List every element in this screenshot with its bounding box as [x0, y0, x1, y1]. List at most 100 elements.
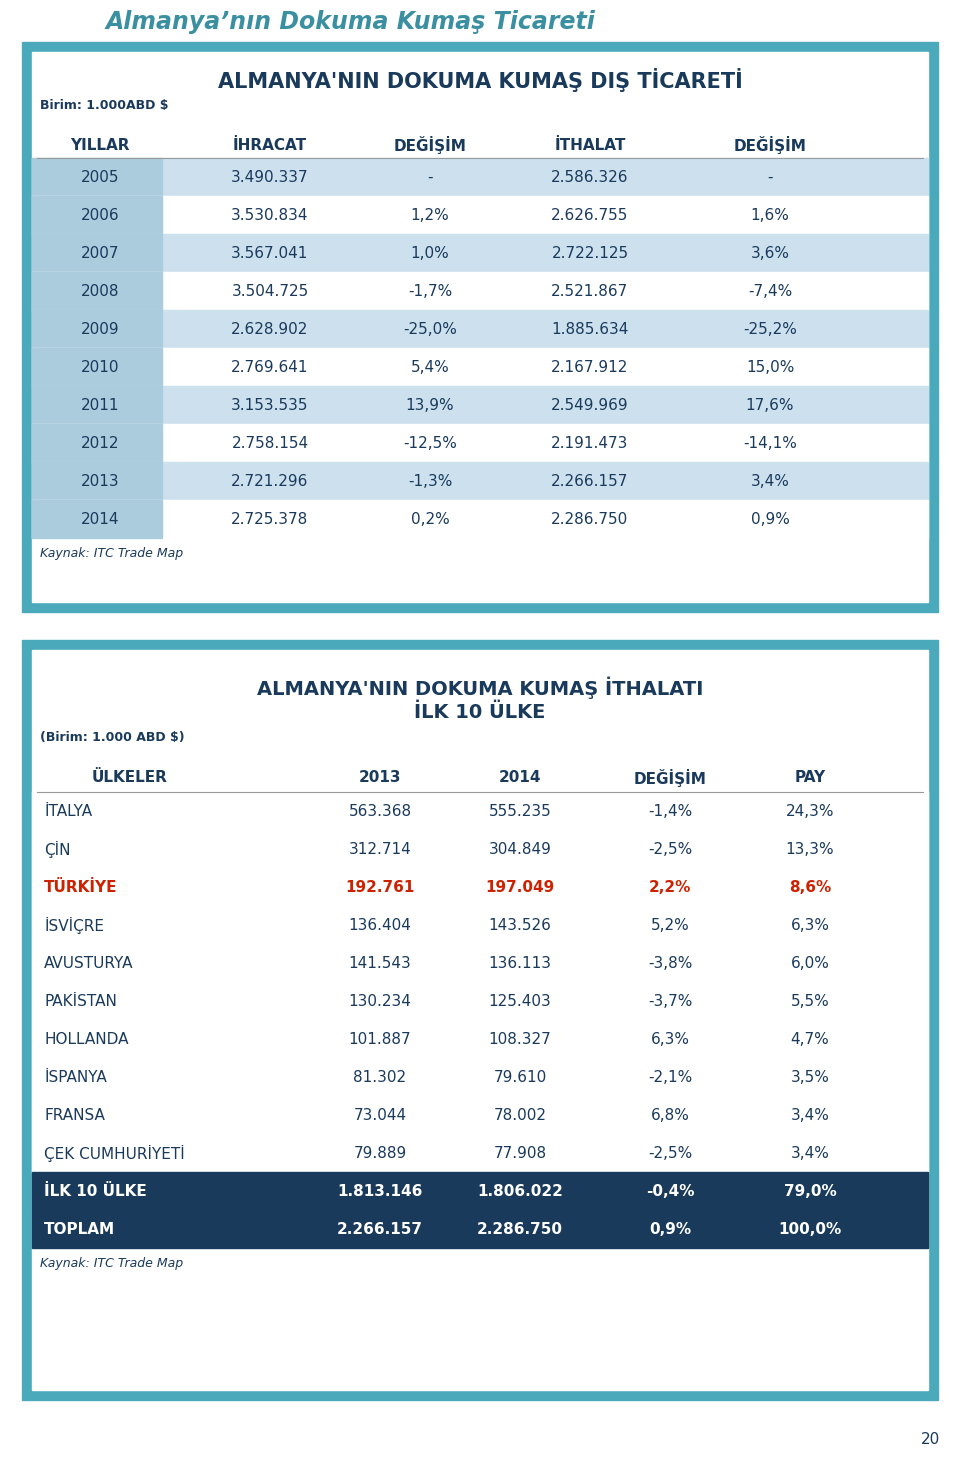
Bar	[32, 500, 928, 538]
Text: -12,5%: -12,5%	[403, 435, 457, 451]
Text: 2.521.867: 2.521.867	[551, 283, 629, 299]
Bar	[32, 271, 928, 309]
Text: 3,4%: 3,4%	[791, 1145, 829, 1160]
Bar	[32, 196, 928, 233]
Text: 2.769.641: 2.769.641	[231, 359, 309, 375]
Text: 13,9%: 13,9%	[406, 397, 454, 413]
Text: 2014: 2014	[81, 512, 119, 527]
Text: 2008: 2008	[81, 283, 119, 299]
Text: Kaynak: ITC Trade Map: Kaynak: ITC Trade Map	[40, 547, 183, 560]
Text: (Birim: 1.000 ABD $): (Birim: 1.000 ABD $)	[40, 731, 184, 744]
Text: 3,4%: 3,4%	[751, 474, 789, 489]
Text: -1,3%: -1,3%	[408, 474, 452, 489]
Bar	[32, 349, 928, 387]
Text: İHRACAT: İHRACAT	[233, 137, 307, 153]
Bar	[32, 271, 162, 309]
Text: 555.235: 555.235	[489, 804, 551, 818]
Text: 125.403: 125.403	[489, 994, 551, 1008]
Text: 141.543: 141.543	[348, 956, 412, 970]
Text: -14,1%: -14,1%	[743, 435, 797, 451]
Text: 13,3%: 13,3%	[785, 842, 834, 856]
Text: 6,3%: 6,3%	[790, 918, 829, 932]
Text: ÜLKELER: ÜLKELER	[92, 770, 168, 785]
Text: 79,0%: 79,0%	[783, 1183, 836, 1198]
Text: 1,6%: 1,6%	[751, 207, 789, 223]
Text: HOLLANDA: HOLLANDA	[44, 1032, 129, 1046]
Text: 78.002: 78.002	[493, 1107, 546, 1122]
Text: 2.549.969: 2.549.969	[551, 397, 629, 413]
Text: 2.167.912: 2.167.912	[551, 359, 629, 375]
Text: 6,8%: 6,8%	[651, 1107, 689, 1122]
Text: 0,9%: 0,9%	[751, 512, 789, 527]
Text: Kaynak: ITC Trade Map: Kaynak: ITC Trade Map	[40, 1258, 183, 1271]
Text: 81.302: 81.302	[353, 1069, 407, 1084]
Text: TOPLAM: TOPLAM	[44, 1221, 115, 1236]
Text: İLK 10 ÜLKE: İLK 10 ÜLKE	[415, 702, 545, 722]
Text: 2.191.473: 2.191.473	[551, 435, 629, 451]
Text: ÇİN: ÇİN	[44, 840, 70, 858]
Text: AVUSTURYA: AVUSTURYA	[44, 956, 133, 970]
Bar	[32, 830, 928, 868]
Text: 2013: 2013	[359, 770, 401, 785]
Bar	[32, 1172, 928, 1210]
Text: DEĞİŞİM: DEĞİŞİM	[733, 136, 806, 155]
Text: 1,0%: 1,0%	[411, 245, 449, 261]
Text: ALMANYA'NIN DOKUMA KUMAŞ DIŞ TİCARETİ: ALMANYA'NIN DOKUMA KUMAŞ DIŞ TİCARETİ	[218, 69, 742, 92]
Text: 3,5%: 3,5%	[791, 1069, 829, 1084]
Text: DEĞİŞİM: DEĞİŞİM	[394, 136, 467, 155]
Text: -3,8%: -3,8%	[648, 956, 692, 970]
Text: TÜRKİYE: TÜRKİYE	[44, 880, 117, 894]
Text: 3.490.337: 3.490.337	[231, 169, 309, 184]
Text: YILLAR: YILLAR	[70, 137, 130, 153]
Text: 4,7%: 4,7%	[791, 1032, 829, 1046]
Text: 2,2%: 2,2%	[649, 880, 691, 894]
Text: 136.113: 136.113	[489, 956, 551, 970]
Text: 2.758.154: 2.758.154	[231, 435, 308, 451]
Bar	[32, 233, 928, 271]
Bar	[32, 158, 928, 196]
Text: 1,2%: 1,2%	[411, 207, 449, 223]
Text: 2005: 2005	[81, 169, 119, 184]
Text: 15,0%: 15,0%	[746, 359, 794, 375]
Bar	[32, 233, 162, 271]
Bar	[32, 792, 928, 830]
Bar	[32, 196, 162, 233]
Text: 101.887: 101.887	[348, 1032, 411, 1046]
Text: -25,2%: -25,2%	[743, 321, 797, 337]
Text: ALMANYA'NIN DOKUMA KUMAŞ İTHALATI: ALMANYA'NIN DOKUMA KUMAŞ İTHALATI	[257, 677, 703, 699]
Text: 20: 20	[921, 1433, 940, 1447]
Text: 2.721.296: 2.721.296	[231, 474, 309, 489]
Text: 2.586.326: 2.586.326	[551, 169, 629, 184]
Text: 2.722.125: 2.722.125	[551, 245, 629, 261]
Bar	[32, 349, 162, 387]
Text: 2006: 2006	[81, 207, 119, 223]
Text: 79.889: 79.889	[353, 1145, 407, 1160]
Text: 5,4%: 5,4%	[411, 359, 449, 375]
Text: 143.526: 143.526	[489, 918, 551, 932]
Text: 3.567.041: 3.567.041	[231, 245, 309, 261]
Text: 2014: 2014	[499, 770, 541, 785]
Text: İLK 10 ÜLKE: İLK 10 ÜLKE	[44, 1183, 147, 1198]
Text: 3,6%: 3,6%	[751, 245, 789, 261]
Text: -2,5%: -2,5%	[648, 1145, 692, 1160]
Bar	[32, 387, 928, 425]
Text: 2007: 2007	[81, 245, 119, 261]
Text: 77.908: 77.908	[493, 1145, 546, 1160]
Text: 3.530.834: 3.530.834	[231, 207, 309, 223]
Bar	[32, 425, 928, 463]
Text: 3.153.535: 3.153.535	[231, 397, 309, 413]
Bar	[32, 387, 162, 425]
Text: 5,5%: 5,5%	[791, 994, 829, 1008]
Text: 2013: 2013	[81, 474, 119, 489]
Text: 1.806.022: 1.806.022	[477, 1183, 563, 1198]
Text: 192.761: 192.761	[346, 880, 415, 894]
Text: 108.327: 108.327	[489, 1032, 551, 1046]
Text: İSVİÇRE: İSVİÇRE	[44, 916, 104, 934]
Text: DEĞİŞİM: DEĞİŞİM	[634, 769, 707, 786]
Text: İTHALAT: İTHALAT	[554, 137, 626, 153]
Text: -1,7%: -1,7%	[408, 283, 452, 299]
Text: 2.266.157: 2.266.157	[337, 1221, 423, 1236]
Text: 2012: 2012	[81, 435, 119, 451]
Bar	[32, 1096, 928, 1134]
Text: 2011: 2011	[81, 397, 119, 413]
